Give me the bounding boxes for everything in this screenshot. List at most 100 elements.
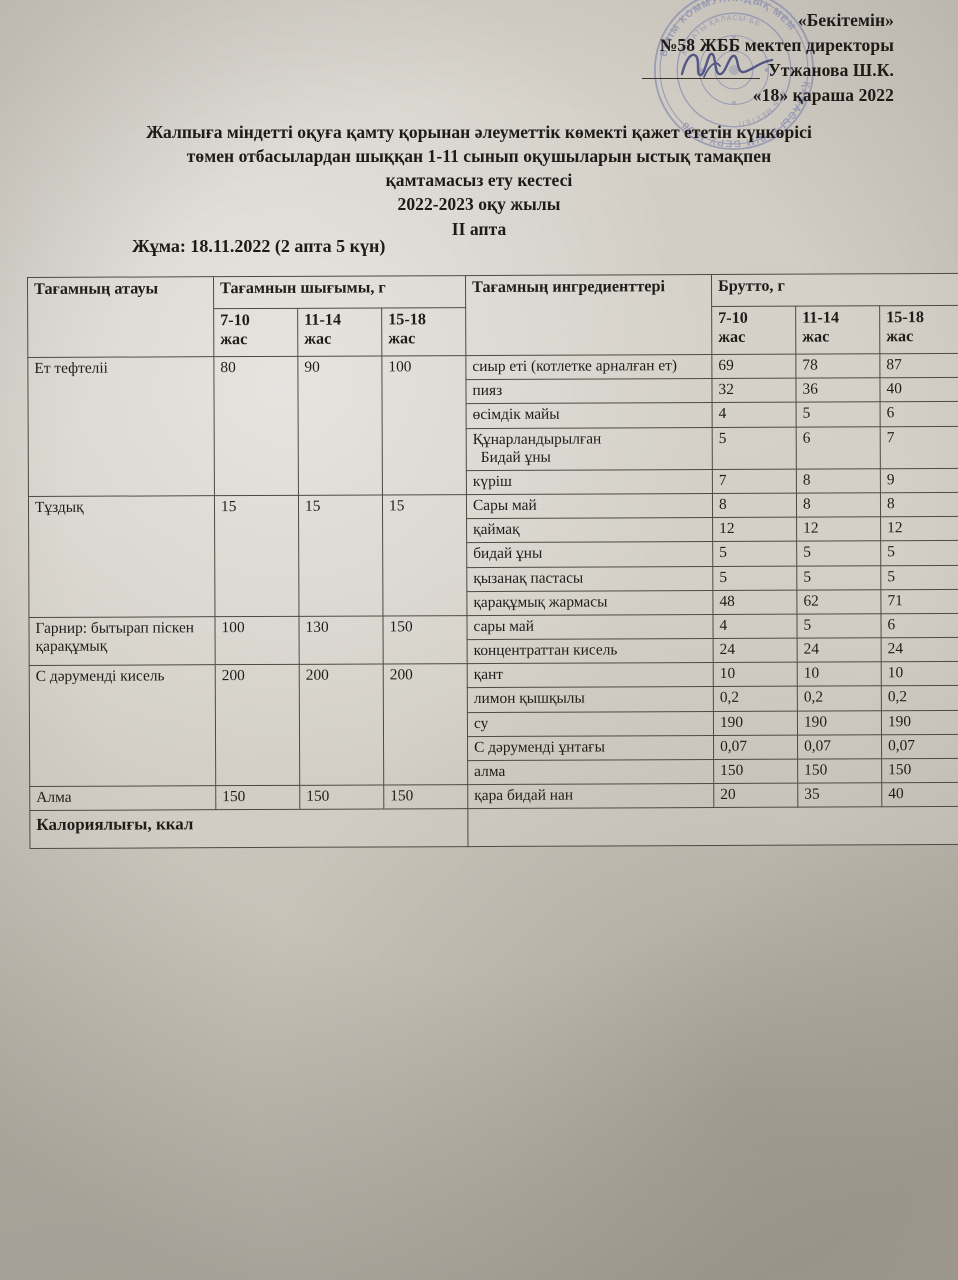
ingredient-name-cell: қант	[467, 662, 714, 688]
ingredient-brutto-11-14: 24	[797, 637, 882, 663]
th-out-age-11-14: 11-14 жас	[297, 307, 382, 357]
ingredient-name-line2: Бидай ұны	[480, 448, 551, 466]
ingredient-brutto-15-18: 6	[880, 613, 958, 638]
ingredient-brutto-15-18: 6	[880, 401, 958, 427]
ingredient-name-cell: Сары май	[466, 493, 713, 519]
ingredient-name-cell: қарақұмық жармасы	[466, 590, 713, 616]
menu-table: Тағамның атауы Тағамнын шығымы, г Тағамн…	[27, 272, 958, 850]
signature-rule	[641, 65, 760, 79]
dish-output-11-14: 150	[299, 785, 384, 810]
ingredient-brutto-7-10: 190	[713, 710, 798, 736]
ingredient-brutto-15-18: 5	[880, 540, 958, 566]
ingredient-brutto-7-10: 0,07	[713, 734, 798, 760]
ingredient-brutto-7-10: 69	[711, 354, 796, 379]
th-br-age-15-18-unit: жас	[886, 327, 914, 346]
ingredient-brutto-11-14: 8	[796, 492, 881, 518]
dish-output-15-18: 100	[381, 355, 467, 495]
dish-output-7-10: 15	[214, 495, 299, 617]
dish-output-7-10: 200	[215, 664, 300, 786]
ingredient-brutto-7-10: 0,2	[713, 686, 798, 712]
th-br-age-7-10-range: 7-10	[718, 308, 748, 327]
title-line-2: төмен отбасылардан шыққан 1-11 сынып оқу…	[186, 146, 772, 167]
ingredient-brutto-15-18: 0,07	[881, 734, 958, 759]
title-academic-year: 2022-2023 оқу жылы	[397, 194, 561, 215]
ingredient-brutto-11-14: 5	[796, 565, 881, 590]
ingredient-brutto-7-10: 24	[713, 638, 798, 663]
ingredient-name-cell: лимон қышқылы	[467, 686, 714, 713]
ingredient-brutto-15-18: 40	[879, 377, 958, 403]
title-week-number: II апта	[451, 218, 507, 239]
ingredient-name-cell: концентраттан кисель	[467, 638, 714, 664]
ingredient-brutto-11-14: 0,07	[797, 734, 882, 760]
ingredient-brutto-7-10: 12	[712, 517, 797, 542]
ingredient-brutto-7-10: 8	[712, 493, 797, 518]
ingredient-brutto-15-18: 7	[880, 425, 958, 469]
approval-director-title: №58 ЖББ мектеп директоры	[659, 34, 894, 55]
dish-name-cell: Гарнир: бытырап піскен қарақұмық	[28, 616, 216, 666]
ingredient-brutto-11-14: 10	[797, 662, 882, 687]
ingredient-name-cell: алма	[467, 759, 714, 785]
ingredient-name-cell: қаймақ	[466, 517, 713, 543]
header-row-main: Тағамның атауы Тағамнын шығымы, г Тағамн…	[27, 273, 958, 358]
approval-word: «Бекітемін»	[797, 10, 894, 30]
ingredient-brutto-7-10: 48	[712, 589, 797, 615]
ingredient-brutto-11-14: 12	[796, 516, 881, 542]
ingredient-brutto-11-14: 62	[796, 589, 881, 615]
th-out-age-15-18: 15-18 жас	[381, 307, 466, 356]
dish-name-cell: С дәруменді кисель	[29, 664, 216, 787]
approval-signature-row: Утжанова Ш.К.	[641, 58, 894, 83]
th-output-group: Тағамнын шығымы, г	[213, 275, 466, 309]
ingredient-brutto-7-10: 150	[713, 759, 798, 784]
ingredient-brutto-11-14: 0,2	[797, 686, 882, 711]
ingredient-name-cell: бидай ұны	[466, 541, 713, 568]
ingredient-brutto-7-10: 20	[713, 783, 798, 808]
ingredient-brutto-11-14: 5	[796, 613, 882, 639]
ingredient-brutto-11-14: 150	[797, 758, 882, 784]
th-dish-name: Тағамның атауы	[27, 276, 214, 358]
ingredient-brutto-7-10: 5	[712, 426, 797, 470]
dish-output-7-10: 100	[214, 616, 300, 665]
th-out-age-7-10: 7-10 жас	[213, 308, 298, 357]
ingredient-brutto-11-14: 6	[796, 426, 881, 470]
ingredient-name-cell: сары май	[466, 614, 714, 640]
calories-value	[467, 806, 958, 847]
document-title-block: Жалпыға міндетті оқуға қамту қорынан әле…	[0, 120, 958, 241]
ingredient-brutto-15-18: 5	[880, 564, 958, 590]
ingredient-brutto-15-18: 9	[880, 468, 958, 493]
table-body: Ет тефтеліі 80 90 100 сиыр еті (котлетке арн…	[27, 353, 958, 811]
ingredient-brutto-7-10: 5	[712, 565, 797, 591]
dish-output-11-14: 90	[297, 355, 383, 496]
ingredient-brutto-15-18: 24	[881, 637, 958, 663]
ingredient-brutto-11-14: 5	[796, 402, 881, 427]
ingredient-name-cell: С дәруменді ұнтағы	[467, 735, 714, 761]
th-br-age-11-14: 11-14 жас	[795, 305, 880, 355]
dish-output-11-14: 15	[298, 494, 383, 617]
th-br-age-7-10: 7-10 жас	[711, 306, 796, 355]
ingredient-brutto-11-14: 35	[797, 782, 882, 808]
ingredient-name-line1: Құнарландырылған	[472, 430, 602, 448]
ingredient-brutto-15-18: 87	[879, 353, 958, 378]
th-out-age-15-18-unit: жас	[388, 329, 416, 348]
ingredient-brutto-11-14: 78	[795, 353, 880, 379]
ingredient-brutto-7-10: 7	[712, 469, 797, 494]
th-br-age-15-18-range: 15-18	[886, 308, 924, 327]
table-foot: Калориялығы, ккал	[29, 806, 958, 849]
ingredient-brutto-15-18: 8	[880, 492, 958, 517]
ingredient-name-cell: сиыр еті (котлетке арналған ет)	[465, 354, 712, 380]
th-br-age-15-18: 15-18 жас	[879, 305, 958, 354]
dish-name-cell: Алма	[29, 785, 216, 811]
dish-output-11-14: 200	[299, 664, 384, 786]
table-head: Тағамның атауы Тағамнын шығымы, г Тағамн…	[27, 273, 958, 358]
ingredient-brutto-15-18: 0,2	[881, 685, 958, 711]
th-out-age-7-10-unit: жас	[220, 330, 248, 349]
th-out-age-7-10-range: 7-10	[220, 311, 250, 330]
ingredient-brutto-15-18: 10	[881, 661, 958, 687]
ingredient-brutto-15-18: 12	[880, 516, 958, 542]
ingredient-brutto-11-14: 8	[796, 468, 881, 494]
dish-output-11-14: 130	[298, 615, 384, 665]
menu-date-line: Жұма: 18.11.2022 (2 апта 5 күн)	[132, 236, 386, 256]
th-br-age-11-14-range: 11-14	[802, 308, 840, 327]
menu-table-container: Тағамның атауы Тағамнын шығымы, г Тағамн…	[27, 272, 958, 850]
ingredient-brutto-15-18: 71	[880, 589, 958, 614]
ingredient-name-cell: қара бидай нан	[467, 783, 714, 809]
